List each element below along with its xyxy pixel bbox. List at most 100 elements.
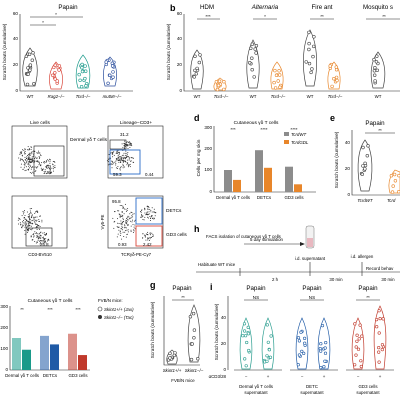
flow-event [132, 213, 134, 215]
flow-number: 31.2 [120, 132, 129, 137]
panel-d-bar [255, 150, 263, 192]
panel-i-point [296, 336, 301, 340]
panel-d-bar [285, 166, 293, 192]
flow-event [113, 154, 115, 156]
flow-event [141, 213, 143, 215]
panel-i-subpanels: Papain NS − + Dermal γδ T cells supernatant Pa… [234, 285, 394, 395]
flow-event [121, 224, 123, 226]
flow-event [24, 233, 26, 235]
flow-event [31, 172, 33, 174]
panel-e-point [366, 144, 370, 148]
flow-gate-live [33, 145, 65, 177]
flow-event [24, 148, 26, 150]
flow-event [30, 168, 32, 170]
flow-event [28, 152, 30, 154]
flow-event [32, 219, 34, 221]
flow-event [20, 151, 22, 153]
flow-event [124, 225, 126, 227]
flow-event [123, 142, 125, 144]
flow-event [28, 158, 30, 159]
panel-i-point [269, 334, 273, 338]
flow-event [29, 152, 31, 154]
flow-event [36, 157, 38, 159]
panel-a-point [28, 68, 32, 72]
panel-b-point [273, 68, 277, 73]
flow-event [142, 215, 144, 217]
panel-i-violin [351, 317, 365, 370]
flow-event [45, 171, 46, 173]
flow-event [22, 222, 24, 224]
flow-event [22, 221, 24, 223]
flow-event [43, 234, 45, 236]
flow-event [36, 235, 38, 237]
flow-event [34, 150, 36, 152]
panel-i-sign: + [323, 374, 326, 379]
flow-event [114, 211, 115, 213]
flow-event [39, 152, 41, 154]
panel-i-point [299, 330, 303, 334]
flow-event [40, 231, 42, 233]
flow-event [131, 145, 133, 147]
flow-event [125, 222, 127, 223]
panel-b-xlabel: Tcrd−/− [328, 94, 343, 99]
panel-b-title-mosquito: Mosquito s [363, 4, 393, 11]
flow-event [124, 166, 126, 168]
flow-event [118, 229, 120, 231]
flow-event [154, 217, 155, 219]
panel-b-violin [270, 61, 284, 90]
flow-event [28, 153, 30, 155]
panel-b-point [307, 41, 311, 46]
flow-event [51, 171, 52, 173]
panel-b-point [335, 78, 339, 83]
panel-i-point [355, 333, 359, 337]
panel-i-violin [295, 317, 309, 370]
flow-event [127, 231, 129, 233]
panel-a-point [104, 60, 108, 64]
flow-event [25, 223, 27, 225]
flow-event [28, 165, 30, 167]
flow-event [118, 157, 120, 159]
flow-event [29, 228, 31, 230]
flow-event [36, 241, 38, 243]
flow-event [24, 156, 26, 158]
flow-event [36, 160, 37, 162]
flow-event [35, 170, 37, 172]
flow-event [127, 215, 129, 217]
flow-event [26, 211, 28, 213]
flow-event [121, 211, 123, 213]
panel-i-ytick: 40 [221, 315, 227, 320]
flow-event [144, 209, 146, 211]
flow-event [54, 167, 56, 169]
panel-i-point [322, 365, 326, 369]
flow-event [116, 152, 118, 154]
flow-event [26, 159, 28, 161]
flow-event [24, 210, 25, 212]
flow-event [30, 217, 32, 219]
panel-i-ytick: 20 [221, 341, 227, 346]
panel-b-point [195, 66, 199, 71]
panel-e-ytick: 20 [345, 166, 351, 171]
flow-event [126, 145, 128, 146]
panel-d-bar [224, 170, 232, 192]
flow-y-v5: Vγ5-PE [100, 214, 105, 229]
flow-event [114, 161, 116, 163]
flow-number: 59.3 [113, 172, 122, 177]
panel-f-legend-marker [98, 315, 102, 319]
flow-event [40, 164, 42, 166]
panel-b-point [273, 86, 278, 90]
flow-event [125, 210, 127, 212]
panel-b-point [328, 64, 332, 68]
flow-event [126, 162, 128, 164]
panel-a-point [53, 71, 57, 75]
flow-event [28, 230, 30, 232]
panel-e-point [393, 179, 398, 183]
flow-event [33, 235, 35, 237]
flow-gate-gd3 [135, 225, 163, 247]
flow-event [112, 152, 114, 154]
panel-a-point [57, 68, 61, 72]
panel-i-point [323, 351, 328, 355]
flow-event [125, 150, 127, 152]
panel-i-point [247, 348, 251, 353]
panel-a-point [32, 82, 36, 86]
flow-event [127, 162, 129, 164]
